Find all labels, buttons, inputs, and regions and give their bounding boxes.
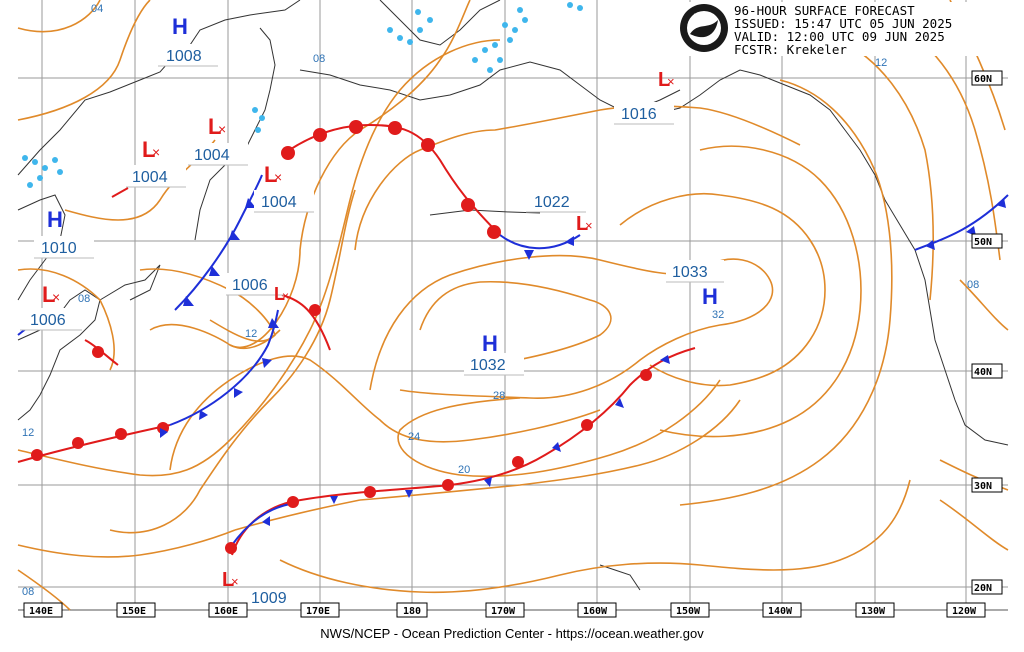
warm-front-symbols [31,120,652,554]
low-pressure-centers: L × 1004 L × 1004 L × 1004 1006 L × [20,69,675,608]
high-letter: H [47,207,63,232]
latitude-labels: 60N 50N 40N 30N 20N [971,70,1003,595]
low-letter: L [576,213,588,235]
low-center-x: × [282,289,289,303]
lon-label: 180 [403,606,421,617]
lat-label: 20N [974,583,992,594]
low-center-x: × [218,121,226,137]
lat-label: 30N [974,481,992,492]
low-center: 1022 L × [526,190,593,235]
header-title: 96-HOUR SURFACE FORECAST [734,3,915,18]
high-letter: H [482,331,498,356]
header-issued: ISSUED: 15:47 UTC 05 JUN 2025 [734,16,952,31]
warm-front-1006 [281,294,331,351]
lat-label: 60N [974,74,992,85]
isobar-label: 08 [78,293,90,305]
high-letter: H [172,14,188,39]
noaa-logo: NOAA [680,4,728,52]
low-letter: L [42,282,55,307]
low-value: 1022 [534,194,570,211]
lon-label: 170E [306,606,330,617]
high-center: 1033 H [666,260,724,309]
lat-lon-grid [18,0,1008,610]
isobar-label: 04 [91,3,103,15]
occluded-front-center [281,123,501,236]
isobar-label: 08 [313,53,325,65]
low-center: L × 1004 [188,114,248,166]
lat-label: 50N [974,237,992,248]
isobar-label: 08 [967,279,979,291]
lon-label: 160W [583,606,608,617]
low-center: 1006 L × [226,273,289,304]
low-value: 1016 [621,106,657,123]
isobar-label: 08 [22,586,34,598]
lon-label: 130W [861,606,886,617]
high-value: 1010 [41,240,77,257]
sea-ice [22,2,583,188]
low-value: 1009 [251,590,287,607]
warm-front-south-blue [231,503,291,546]
low-center: L × 1004 [111,137,186,198]
forecast-header: NOAA 96-HOUR SURFACE FORECAST ISSUED: 15… [676,2,1008,57]
high-center: H 1032 [464,331,524,376]
lon-label: 140E [29,606,53,617]
isobar-label: 28 [493,390,505,402]
high-value: 1033 [672,264,708,281]
low-value: 1006 [30,312,66,329]
cold-front-west [169,309,279,426]
low-value: 1004 [261,194,297,211]
isobars [17,0,1009,611]
noaa-logo-text: NOAA [694,14,712,20]
lon-label: 170W [491,606,516,617]
footer-credit: NWS/NCEP - Ocean Prediction Center - htt… [320,626,704,641]
high-center: H 1010 [34,207,94,259]
low-value: 1004 [194,147,230,164]
low-center-x: × [667,74,675,89]
cold-front-kamchatka [174,174,263,311]
lat-label: 40N [974,367,992,378]
longitude-labels: 140E 150E 160E 170E 180 170W 160W 150W 1… [23,602,986,618]
isobar-label: 12 [245,328,257,340]
low-letter: L [658,69,670,91]
lon-label: 150E [122,606,146,617]
isobar-label: 32 [712,309,724,321]
header-valid: VALID: 12:00 UTC 09 JUN 2025 [734,29,945,44]
low-value: 1004 [132,169,168,186]
high-letter: H [702,284,718,309]
isobar-labels: 04 08 12 12 08 08 12 24 20 28 32 08 [22,3,979,598]
high-value: 1008 [166,48,202,65]
low-center: L × 1016 [614,69,675,125]
cold-front-east [914,194,1009,251]
lon-label: 120W [952,606,977,617]
low-center-x: × [152,144,160,160]
lon-label: 150W [676,606,701,617]
low-center-x: × [231,574,239,589]
low-value: 1006 [232,277,268,294]
low-letter: L [264,162,277,187]
isobar-label: 24 [408,431,420,443]
isobar-label: 20 [458,464,470,476]
warm-front-south [231,347,696,556]
low-center: L × 1004 [254,162,314,213]
isobar-label: 12 [875,57,887,69]
lon-label: 160E [214,606,238,617]
low-letter: L [208,114,221,139]
isobar-label: 12 [22,427,34,439]
low-letter: L [142,137,155,162]
header-forecaster: FCSTR: Krekeler [734,42,847,57]
high-value: 1032 [470,357,506,374]
low-center-x: × [52,289,60,305]
high-pressure-centers: H 1008 H 1010 H 1032 1033 H [34,14,724,376]
high-center: H 1008 [158,14,218,67]
low-center-x: × [585,218,593,233]
low-letter: L [222,569,234,591]
lon-label: 140W [768,606,793,617]
low-center: L × 1009 [222,569,304,608]
cold-front-symbols [160,198,1006,526]
low-center-x: × [274,169,282,185]
coastlines [17,0,1009,591]
low-letter: L [274,284,285,304]
low-center: L × 1006 [20,282,82,331]
